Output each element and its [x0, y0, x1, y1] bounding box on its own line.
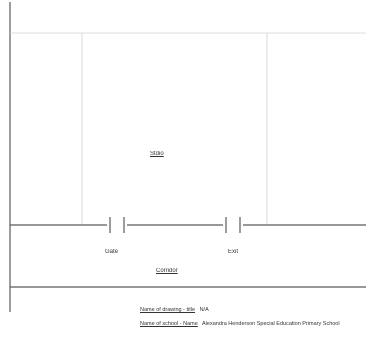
- legend-key: Name of drawing - title: [140, 307, 196, 313]
- legend-key: Name of school - Name: [140, 321, 198, 327]
- legend-row-school-name: Name of school - Name Alexandra Henderso…: [140, 321, 340, 328]
- gate-left-label: Gate: [105, 249, 119, 255]
- legend-row-drawing-title: Name of drawing - title N/A: [140, 307, 209, 314]
- corridor-label: Corridor: [156, 268, 178, 274]
- gate-right-label: Exit: [228, 249, 239, 255]
- legend-value: Alexandra Henderson Special Education Pr…: [202, 321, 340, 327]
- legend-value: N/A: [199, 307, 209, 313]
- room-label: Stdio: [150, 151, 164, 157]
